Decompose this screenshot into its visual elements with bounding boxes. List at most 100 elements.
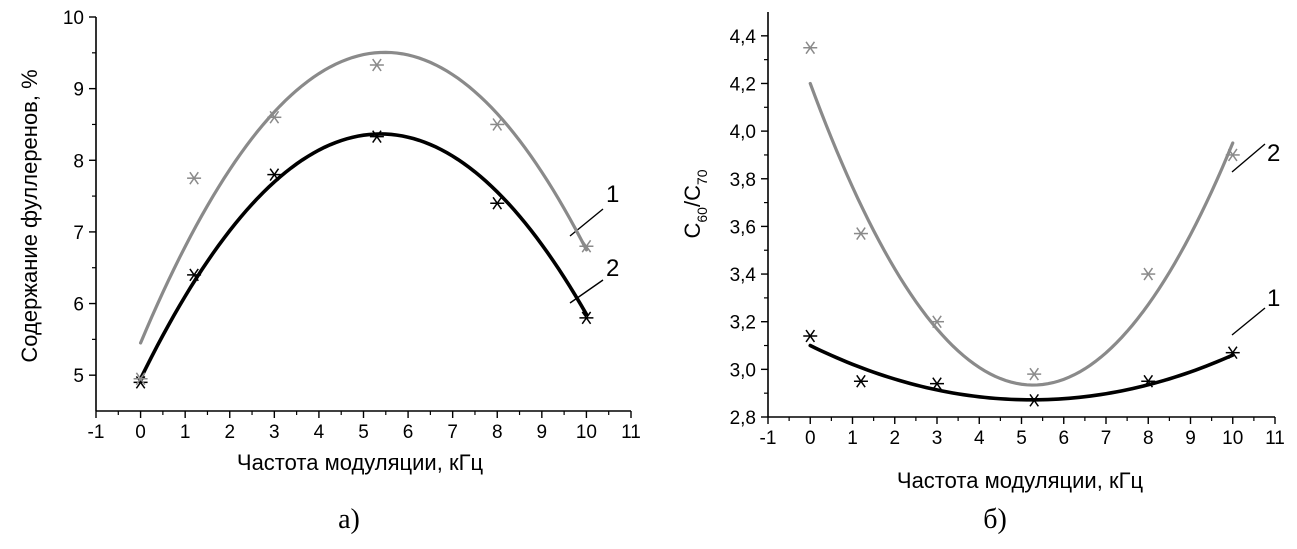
marker-stroke (269, 110, 280, 124)
data-point-series-2-a (369, 58, 384, 72)
curve-leader-line-2-b (1231, 143, 1266, 173)
x-tick-label-b: 8 (1143, 428, 1154, 449)
x-tick-label-a: 7 (447, 422, 458, 443)
fit-curve-series-1-b (808, 343, 1235, 402)
curve-label-1-b: 1 (1267, 285, 1280, 312)
y-tick-label-a: 10 (63, 8, 84, 29)
data-point-series-2-b (1141, 267, 1156, 281)
curve-label-1-a: 1 (606, 181, 619, 208)
marker-stroke (1227, 346, 1238, 360)
marker-stroke (372, 58, 382, 72)
data-point-series-2-a (133, 372, 148, 386)
chart-panel-b: -1 0 1 2 3 4 5 6 7 8 9 10 11 2,8 3,0 3,2 3,4 3,6 3,8 4,0 4,2… (680, 12, 1285, 535)
marker-stroke (932, 315, 942, 329)
marker-stroke (372, 130, 382, 144)
data-point-series-2-a (579, 239, 594, 253)
marker-stroke (1227, 148, 1238, 162)
x-tick-label-a: 3 (269, 422, 280, 443)
x-tick-label-b: 4 (974, 428, 985, 449)
marker-stroke (1143, 374, 1154, 388)
y-tick-label-a: 5 (73, 366, 84, 387)
x-tick-label-b: 7 (1101, 428, 1112, 449)
marker-stroke (135, 372, 146, 386)
x-tick-label-a: 4 (314, 422, 325, 443)
y-tick-label-a: 8 (73, 151, 84, 172)
chart-panel-a: -1 0 1 2 3 4 5 6 7 8 9 10 11 5 6 7 8 9 10 1 2 Частота модуля… (17, 8, 641, 535)
data-point-series-2-b (930, 315, 944, 329)
panel-caption-a: а) (338, 504, 360, 535)
marker-stroke (581, 239, 592, 253)
x-tick-label-b: 6 (1058, 428, 1069, 449)
data-point-series-1-a (579, 311, 594, 325)
data-point-series-1-b (853, 374, 868, 388)
data-point-series-1-b (803, 329, 818, 343)
y-tick-label-a: 6 (73, 295, 84, 316)
data-point-series-1-a (267, 168, 282, 181)
marker-stroke (189, 268, 199, 282)
data-point-series-1-a (490, 196, 505, 210)
x-tick-label-b: 3 (932, 428, 943, 449)
marker-stroke (805, 329, 816, 343)
y-tick-label-b: 3,0 (730, 360, 756, 381)
x-tick-label-b: 0 (805, 428, 816, 449)
data-point-series-1-a (369, 130, 384, 144)
y-tick-label-b: 3,2 (730, 313, 756, 334)
data-point-series-2-a (267, 110, 282, 124)
x-tick-label-b: 1 (847, 428, 858, 449)
data-point-series-2-b (1225, 148, 1240, 162)
data-point-series-2-b (853, 227, 868, 240)
marker-stroke (581, 311, 592, 325)
marker-stroke (269, 168, 280, 181)
data-point-series-1-b (930, 377, 944, 391)
x-tick-label-b: 5 (1016, 428, 1027, 449)
y-axis-title-b-sub60: 60 (694, 207, 710, 223)
x-tick-label-a: 2 (224, 422, 235, 443)
y-tick-label-b: 3,8 (730, 170, 756, 191)
x-tick-label-a: 5 (358, 422, 369, 443)
x-tick-label-a: 1 (180, 422, 191, 443)
data-point-series-2-a (187, 171, 202, 185)
x-axis-title-a: Частота модуляции, кГц (237, 450, 484, 475)
data-point-series-1-b (1027, 393, 1042, 407)
marker-stroke (805, 41, 816, 55)
x-tick-label-a: 10 (576, 422, 597, 443)
marker-stroke (189, 171, 199, 185)
x-tick-label-b: 11 (1265, 428, 1285, 449)
y-tick-label-b: 4,0 (730, 122, 756, 143)
marker-stroke (492, 196, 503, 210)
y-tick-label-b: 3,4 (730, 265, 757, 286)
curve-label-2-a: 2 (606, 255, 619, 282)
y-tick-label-b: 4,4 (730, 27, 757, 48)
y-axis-title-a: Содержание фуллеренов, % (17, 69, 42, 362)
fit-curve-series-2-a (138, 50, 589, 345)
curve-label-2-b: 2 (1267, 140, 1280, 167)
y-tick-label-b: 3,6 (730, 217, 756, 238)
x-axis-title-b: Частота модуляции, кГц (897, 468, 1144, 493)
data-point-series-2-a (490, 118, 505, 131)
x-tick-label-a: 9 (537, 422, 548, 443)
fit-curve-series-1-a (138, 132, 589, 381)
marker-stroke (856, 374, 866, 388)
data-point-series-2-b (803, 41, 818, 55)
marker-stroke (856, 227, 866, 240)
marker-stroke (492, 118, 503, 131)
x-tick-label-a: 0 (135, 422, 146, 443)
data-point-series-1-a (187, 268, 202, 282)
marker-stroke (1029, 393, 1039, 407)
x-tick-label-a: -1 (88, 422, 105, 443)
x-tick-label-a: 11 (621, 422, 641, 443)
curve-leader-line-2-a (569, 279, 604, 304)
curve-leader-line-1-b (1231, 307, 1266, 336)
y-axis-title-b-slash: /C (680, 185, 705, 207)
x-tick-label-b: 2 (889, 428, 900, 449)
x-tick-label-a: 8 (492, 422, 503, 443)
y-tick-label-a: 7 (73, 223, 84, 244)
data-point-series-1-b (1141, 374, 1156, 388)
curve-leader-line-1-a (569, 208, 604, 237)
marker-stroke (1029, 367, 1039, 381)
x-tick-label-b: 9 (1185, 428, 1196, 449)
y-tick-label-b: 2,8 (730, 408, 756, 429)
y-tick-label-a: 9 (73, 80, 84, 101)
fit-curve-series-2-b (808, 81, 1235, 387)
